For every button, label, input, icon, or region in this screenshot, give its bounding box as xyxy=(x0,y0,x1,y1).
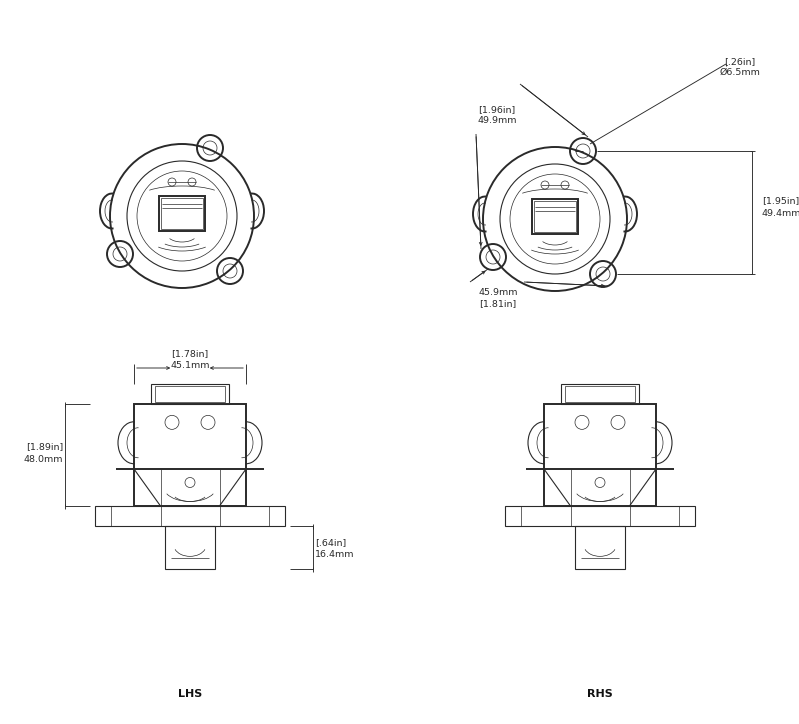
Bar xyxy=(159,195,205,230)
Bar xyxy=(95,506,285,526)
Text: [1.81in]: [1.81in] xyxy=(479,299,517,308)
Text: [1.96in]: [1.96in] xyxy=(479,105,515,114)
Bar xyxy=(505,506,695,526)
Bar xyxy=(565,386,635,402)
Text: [1.95in]: [1.95in] xyxy=(762,196,799,206)
Bar xyxy=(155,386,225,402)
Bar xyxy=(165,526,215,569)
Text: 48.0mm: 48.0mm xyxy=(23,455,63,465)
Text: [.26in]: [.26in] xyxy=(725,57,756,66)
Text: 49.4mm: 49.4mm xyxy=(762,209,799,217)
Bar xyxy=(534,201,576,232)
Text: RHS: RHS xyxy=(587,689,613,699)
Text: 49.9mm: 49.9mm xyxy=(477,116,517,125)
Text: 16.4mm: 16.4mm xyxy=(315,550,355,559)
Bar xyxy=(161,198,203,229)
Text: [.64in]: [.64in] xyxy=(315,538,346,547)
Text: 45.9mm: 45.9mm xyxy=(479,288,518,297)
Bar xyxy=(544,404,656,506)
Bar xyxy=(532,198,578,234)
Bar xyxy=(151,384,229,404)
Text: [1.89in]: [1.89in] xyxy=(26,442,63,452)
Bar xyxy=(134,404,246,506)
Text: Ø6.5mm: Ø6.5mm xyxy=(720,68,761,77)
Bar xyxy=(575,526,625,569)
Text: [1.78in]: [1.78in] xyxy=(171,349,209,358)
Text: LHS: LHS xyxy=(178,689,202,699)
Text: 45.1mm: 45.1mm xyxy=(170,361,210,370)
Bar xyxy=(561,384,639,404)
